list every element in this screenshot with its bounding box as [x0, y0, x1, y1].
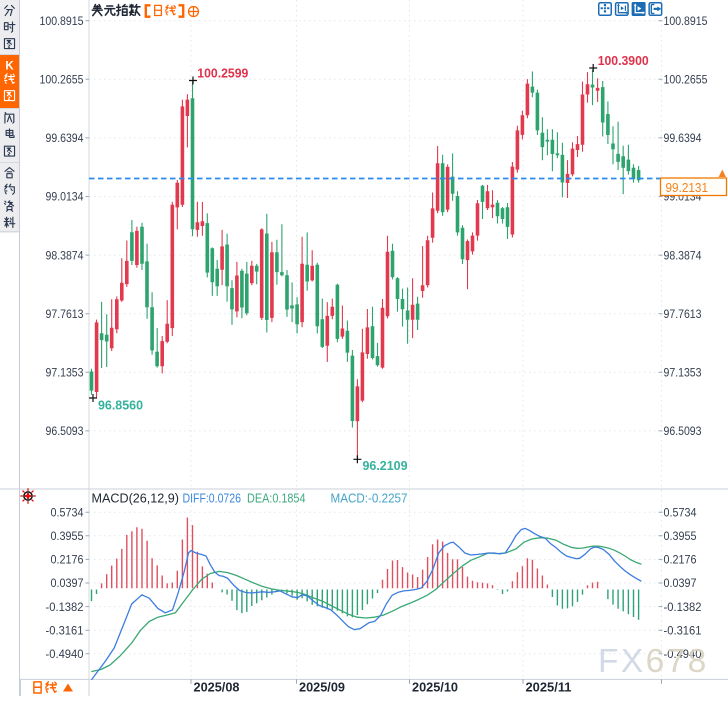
svg-text:97.7613: 97.7613	[46, 307, 84, 321]
svg-text:0.3955: 0.3955	[51, 529, 84, 543]
svg-text:96.5093: 96.5093	[664, 424, 702, 438]
svg-text:DEA:0.1854: DEA:0.1854	[247, 492, 306, 506]
svg-text:0.2176: 0.2176	[51, 553, 84, 567]
svg-text:-0.4940: -0.4940	[664, 647, 702, 661]
svg-text:FX678: FX678	[598, 643, 709, 680]
svg-text:100.8915: 100.8915	[664, 14, 708, 28]
svg-text:-0.3161: -0.3161	[46, 623, 84, 637]
svg-text:100.2655: 100.2655	[664, 73, 708, 87]
svg-text:-0.3161: -0.3161	[664, 623, 702, 637]
svg-text:K: K	[5, 61, 14, 73]
svg-text:99.0134: 99.0134	[46, 190, 84, 204]
svg-text:100.2655: 100.2655	[40, 73, 84, 87]
svg-text:0.2176: 0.2176	[664, 553, 697, 567]
svg-text:0.5734: 0.5734	[664, 505, 697, 519]
svg-text:97.1353: 97.1353	[664, 366, 702, 380]
svg-text:97.1353: 97.1353	[46, 366, 84, 380]
svg-text:0.3955: 0.3955	[664, 529, 697, 543]
svg-text:-0.4940: -0.4940	[46, 647, 84, 661]
svg-text:100.3900: 100.3900	[598, 53, 649, 68]
svg-text:99.6394: 99.6394	[664, 131, 702, 145]
svg-text:MACD:-0.2257: MACD:-0.2257	[331, 492, 408, 506]
svg-text:0.0397: 0.0397	[664, 576, 697, 590]
svg-text:99.2131: 99.2131	[666, 180, 709, 195]
svg-text:0.5734: 0.5734	[51, 505, 84, 519]
svg-text:2025/10: 2025/10	[412, 681, 458, 695]
svg-text:96.2109: 96.2109	[363, 458, 408, 473]
svg-text:-0.1382: -0.1382	[664, 600, 702, 614]
svg-text:2025/11: 2025/11	[526, 681, 572, 695]
svg-text:2025/08: 2025/08	[194, 681, 240, 695]
svg-text:0.0397: 0.0397	[51, 576, 84, 590]
svg-text:MACD(26,12,9): MACD(26,12,9)	[92, 492, 180, 506]
svg-text:2025/09: 2025/09	[299, 681, 345, 695]
svg-text:100.8915: 100.8915	[40, 14, 84, 28]
svg-text:99.6394: 99.6394	[46, 131, 84, 145]
svg-text:DIFF:0.0726: DIFF:0.0726	[183, 492, 242, 506]
svg-text:96.5093: 96.5093	[46, 424, 84, 438]
svg-text:96.8560: 96.8560	[98, 398, 143, 413]
svg-text:98.3874: 98.3874	[46, 248, 84, 262]
svg-text:-0.1382: -0.1382	[46, 600, 84, 614]
svg-text:98.3874: 98.3874	[664, 248, 702, 262]
svg-text:100.2599: 100.2599	[197, 66, 248, 81]
svg-text:97.7613: 97.7613	[664, 307, 702, 321]
